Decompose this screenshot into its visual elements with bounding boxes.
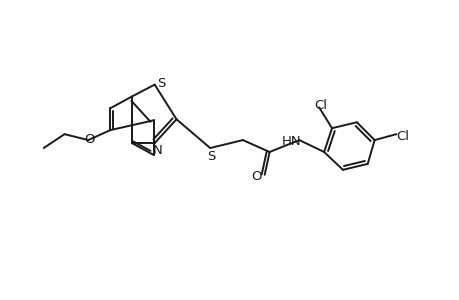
Text: O: O [251, 170, 262, 183]
Text: Cl: Cl [314, 99, 327, 112]
Text: O: O [84, 133, 95, 146]
Text: S: S [157, 77, 165, 90]
Text: HN: HN [281, 135, 301, 148]
Text: S: S [207, 150, 215, 164]
Text: N: N [152, 145, 162, 158]
Text: Cl: Cl [395, 130, 408, 142]
